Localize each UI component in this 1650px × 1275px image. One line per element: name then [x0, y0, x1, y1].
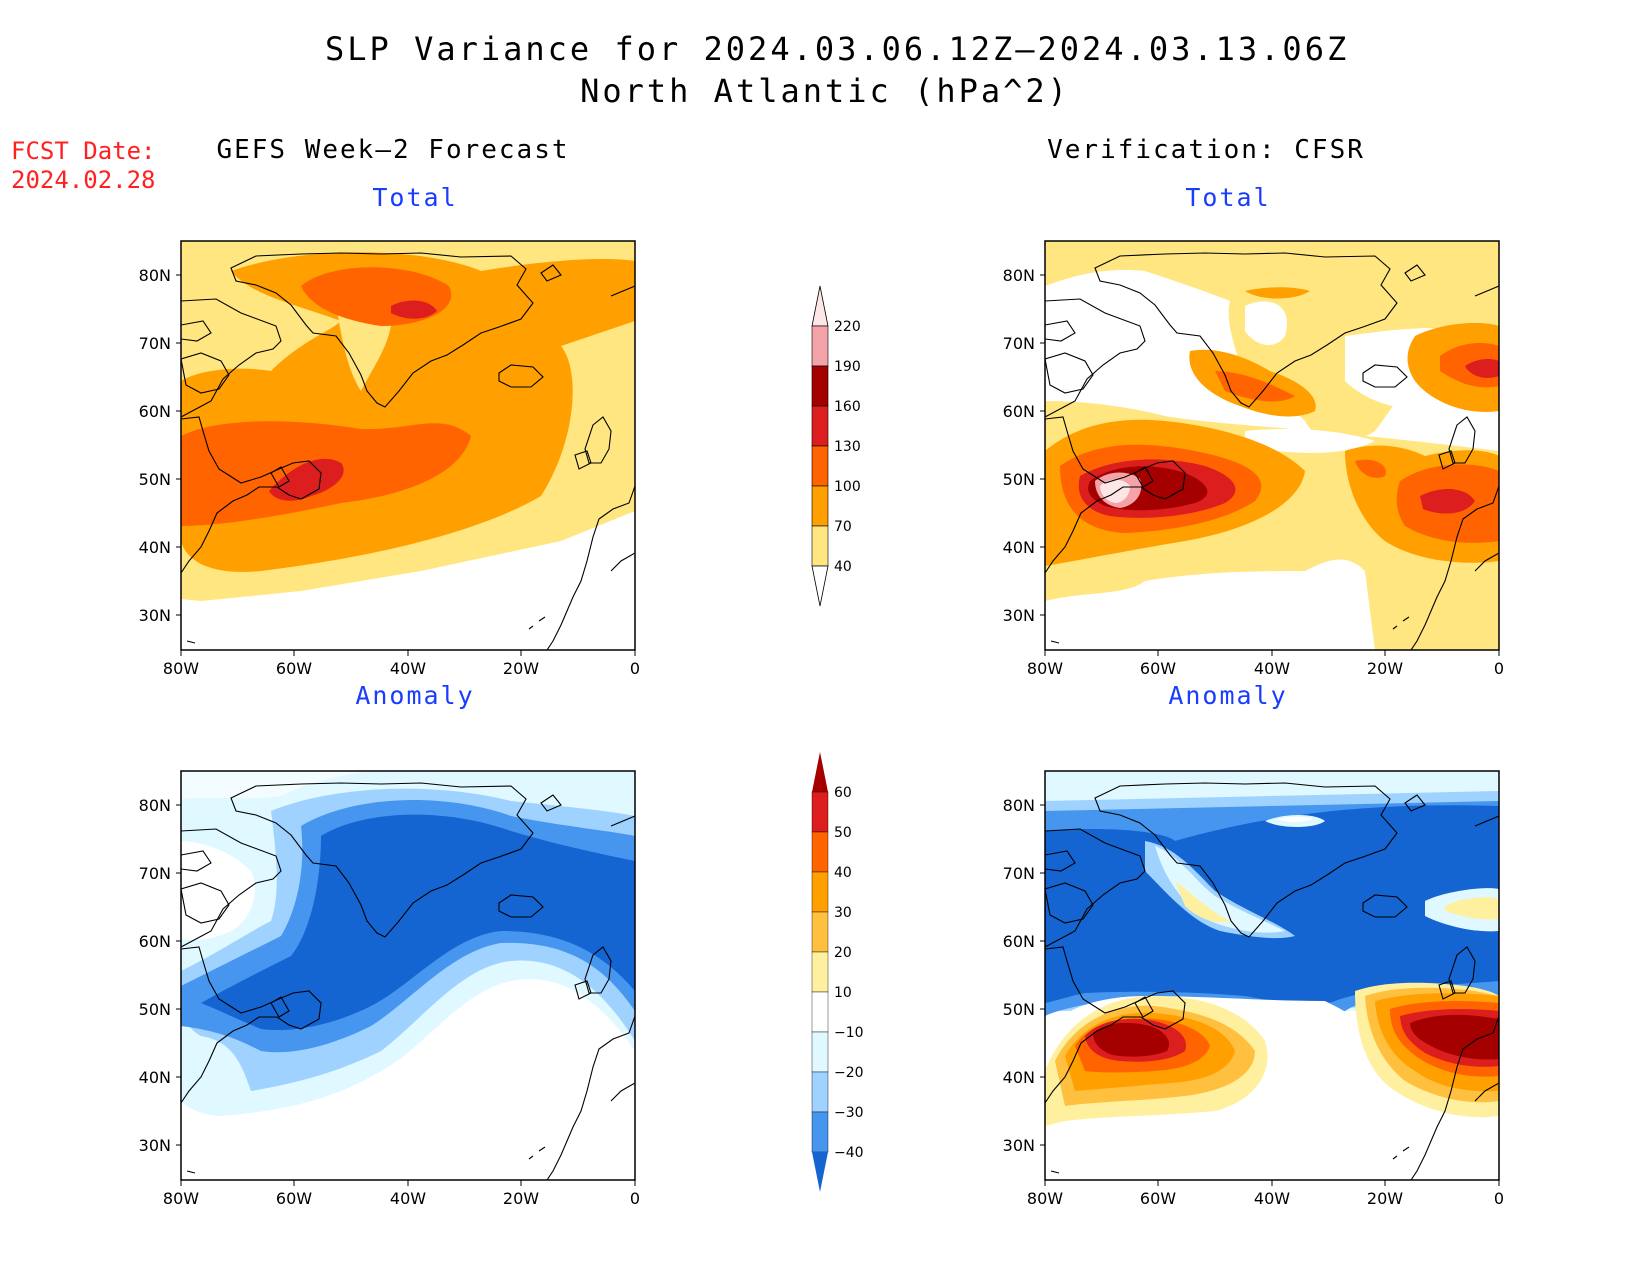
- verification-column-title: Verification: CFSR: [1047, 135, 1365, 165]
- colorbar-segment: [811, 525, 829, 567]
- colorbar-bottom-arrow: [811, 565, 829, 607]
- lon-tick-label: 80W: [163, 1189, 199, 1208]
- lon-tick-label: 60W: [276, 659, 312, 678]
- lat-tick-label: 30N: [1003, 1136, 1035, 1155]
- lat-tick-label: 50N: [139, 470, 171, 489]
- lat-tick-label: 30N: [139, 1136, 171, 1155]
- lat-tick-label: 60N: [1003, 402, 1035, 421]
- fcst-date-value: 2024.02.28: [11, 166, 156, 194]
- colorbar-anomaly: 60 50 40 30 20 10 −10 −20 −30 −40: [811, 752, 864, 1192]
- lon-tick-label: 40W: [390, 1189, 426, 1208]
- colorbar-segment: [811, 871, 829, 913]
- lat-tick-label: 80N: [139, 796, 171, 815]
- colorbar-top-arrow: [812, 752, 828, 792]
- lon-tick-label: 40W: [1254, 1189, 1290, 1208]
- colorbar-label: −10: [834, 1025, 864, 1041]
- lon-tick-label: 0: [1494, 1189, 1504, 1208]
- lat-tick-label: 40N: [139, 1068, 171, 1087]
- main-title: SLP Variance for 2024.03.06.12Z–2024.03.…: [325, 30, 1350, 68]
- lat-tick-label: 70N: [139, 864, 171, 883]
- colorbar-label: 130: [834, 439, 861, 455]
- lat-tick-label: 50N: [1003, 1000, 1035, 1019]
- colorbar-segment: [811, 325, 829, 367]
- colorbar-segment: [811, 951, 829, 993]
- lat-tick-label: 70N: [139, 334, 171, 353]
- lat-tick-label: 40N: [139, 538, 171, 557]
- colorbar-label: 10: [834, 985, 852, 1001]
- lon-tick-label: 20W: [503, 659, 539, 678]
- colorbar-label: 70: [834, 519, 852, 535]
- colorbar-label: 60: [834, 785, 852, 801]
- colorbar-segment: [811, 991, 829, 1033]
- colorbar-label: 20: [834, 945, 852, 961]
- colorbar-label: 40: [834, 865, 852, 881]
- lon-tick-label: 80W: [1027, 659, 1063, 678]
- fcst-date-label: FCST Date:: [11, 137, 156, 165]
- lat-tick-label: 30N: [1003, 606, 1035, 625]
- axes-labels: 80N 70N 60N 50N 40N 30N 80W 60W 40W 20W 0 80N 70N 60N…: [139, 266, 1504, 1208]
- fcst-date-block: FCST Date: 2024.02.28: [11, 137, 156, 195]
- lon-tick-label: 60W: [276, 1189, 312, 1208]
- colorbar-label: 50: [834, 825, 852, 841]
- lon-tick-label: 20W: [1367, 1189, 1403, 1208]
- lon-tick-label: 80W: [1027, 1189, 1063, 1208]
- lon-tick-label: 0: [630, 659, 640, 678]
- colorbar-segment: [811, 445, 829, 487]
- colorbar-segment: [811, 405, 829, 447]
- colorbar-segment: [811, 1031, 829, 1073]
- colorbar-label: −40: [834, 1145, 864, 1161]
- verification-total-map: [1044, 240, 1500, 651]
- lon-tick-label: 60W: [1140, 659, 1176, 678]
- lon-tick-label: 20W: [1367, 659, 1403, 678]
- lat-tick-label: 30N: [139, 606, 171, 625]
- lat-tick-label: 80N: [1003, 266, 1035, 285]
- panel-title-forecast-total: Total: [372, 183, 458, 212]
- verification-anomaly-map: [1044, 770, 1500, 1181]
- colorbar-segment: [811, 791, 829, 833]
- colorbar-label: −30: [834, 1105, 864, 1121]
- main-subtitle: North Atlantic (hPa^2): [580, 72, 1070, 110]
- panel-title-verification-anomaly: Anomaly: [1168, 681, 1288, 710]
- lon-tick-label: 40W: [390, 659, 426, 678]
- colorbar-total: 220 190 160 130 100 70 40: [811, 285, 861, 607]
- colorbar-segment: [811, 365, 829, 407]
- colorbar-segment: [811, 911, 829, 953]
- lat-tick-label: 80N: [139, 266, 171, 285]
- colorbar-segment: [811, 831, 829, 873]
- forecast-total-map: [180, 240, 636, 651]
- lat-tick-label: 50N: [139, 1000, 171, 1019]
- colorbar-label: 190: [834, 359, 861, 375]
- lat-tick-label: 60N: [139, 402, 171, 421]
- colorbar-segment: [811, 1111, 829, 1153]
- panel-title-verification-total: Total: [1185, 183, 1271, 212]
- forecast-anomaly-map: [180, 770, 636, 1181]
- lat-tick-label: 60N: [1003, 932, 1035, 951]
- lat-tick-label: 80N: [1003, 796, 1035, 815]
- lon-tick-label: 0: [1494, 659, 1504, 678]
- colorbar-segment: [811, 485, 829, 527]
- colorbar-label: 160: [834, 399, 861, 415]
- panel-title-forecast-anomaly: Anomaly: [355, 681, 475, 710]
- colorbar-bottom-arrow: [812, 1152, 828, 1192]
- colorbar-label: 40: [834, 559, 852, 575]
- colorbar-segment: [811, 1071, 829, 1113]
- colorbar-label: 30: [834, 905, 852, 921]
- colorbar-top-arrow: [811, 285, 829, 327]
- forecast-column-title: GEFS Week–2 Forecast: [216, 135, 570, 165]
- colorbar-label: 220: [834, 319, 861, 335]
- colorbar-label: 100: [834, 479, 861, 495]
- lon-tick-label: 20W: [503, 1189, 539, 1208]
- lat-tick-label: 70N: [1003, 334, 1035, 353]
- lon-tick-label: 0: [630, 1189, 640, 1208]
- lon-tick-label: 80W: [163, 659, 199, 678]
- lat-tick-label: 40N: [1003, 538, 1035, 557]
- colorbar-label: −20: [834, 1065, 864, 1081]
- lat-tick-label: 50N: [1003, 470, 1035, 489]
- lat-tick-label: 70N: [1003, 864, 1035, 883]
- lon-tick-label: 60W: [1140, 1189, 1176, 1208]
- lat-tick-label: 40N: [1003, 1068, 1035, 1087]
- lon-tick-label: 40W: [1254, 659, 1290, 678]
- lat-tick-label: 60N: [139, 932, 171, 951]
